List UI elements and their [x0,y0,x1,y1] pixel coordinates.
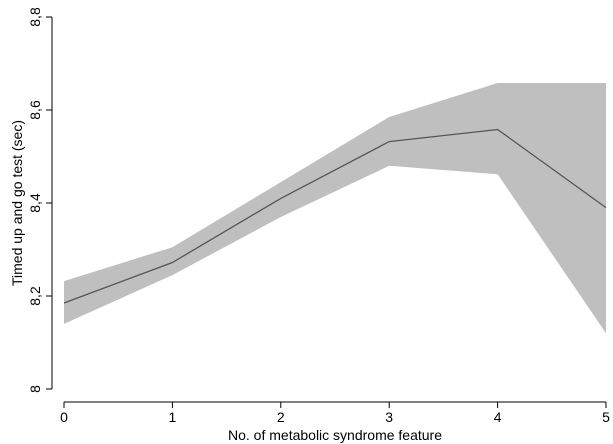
x-tick-label: 2 [277,409,285,425]
y-axis-label: Timed up and go test (sec) [9,120,25,286]
mean-line [63,128,607,304]
y-tick-label: 8 [27,385,43,393]
confidence-band [64,83,606,334]
x-axis-ticks: 0 1 2 3 4 5 [60,402,610,425]
x-tick-label: 5 [602,409,610,425]
y-tick-label: 8,6 [27,100,43,120]
y-tick-label: 8,8 [27,7,43,27]
x-axis-label: No. of metabolic syndrome feature [228,427,442,443]
plot-area [63,83,607,334]
y-axis-ticks: 8 8,2 8,4 8,6 8,8 [27,7,52,393]
x-tick-label: 4 [494,409,502,425]
x-tick-label: 1 [169,409,177,425]
x-tick-label: 3 [385,409,393,425]
y-tick-label: 8,4 [27,193,43,213]
y-tick-label: 8,2 [27,286,43,306]
x-tick-label: 0 [60,409,68,425]
